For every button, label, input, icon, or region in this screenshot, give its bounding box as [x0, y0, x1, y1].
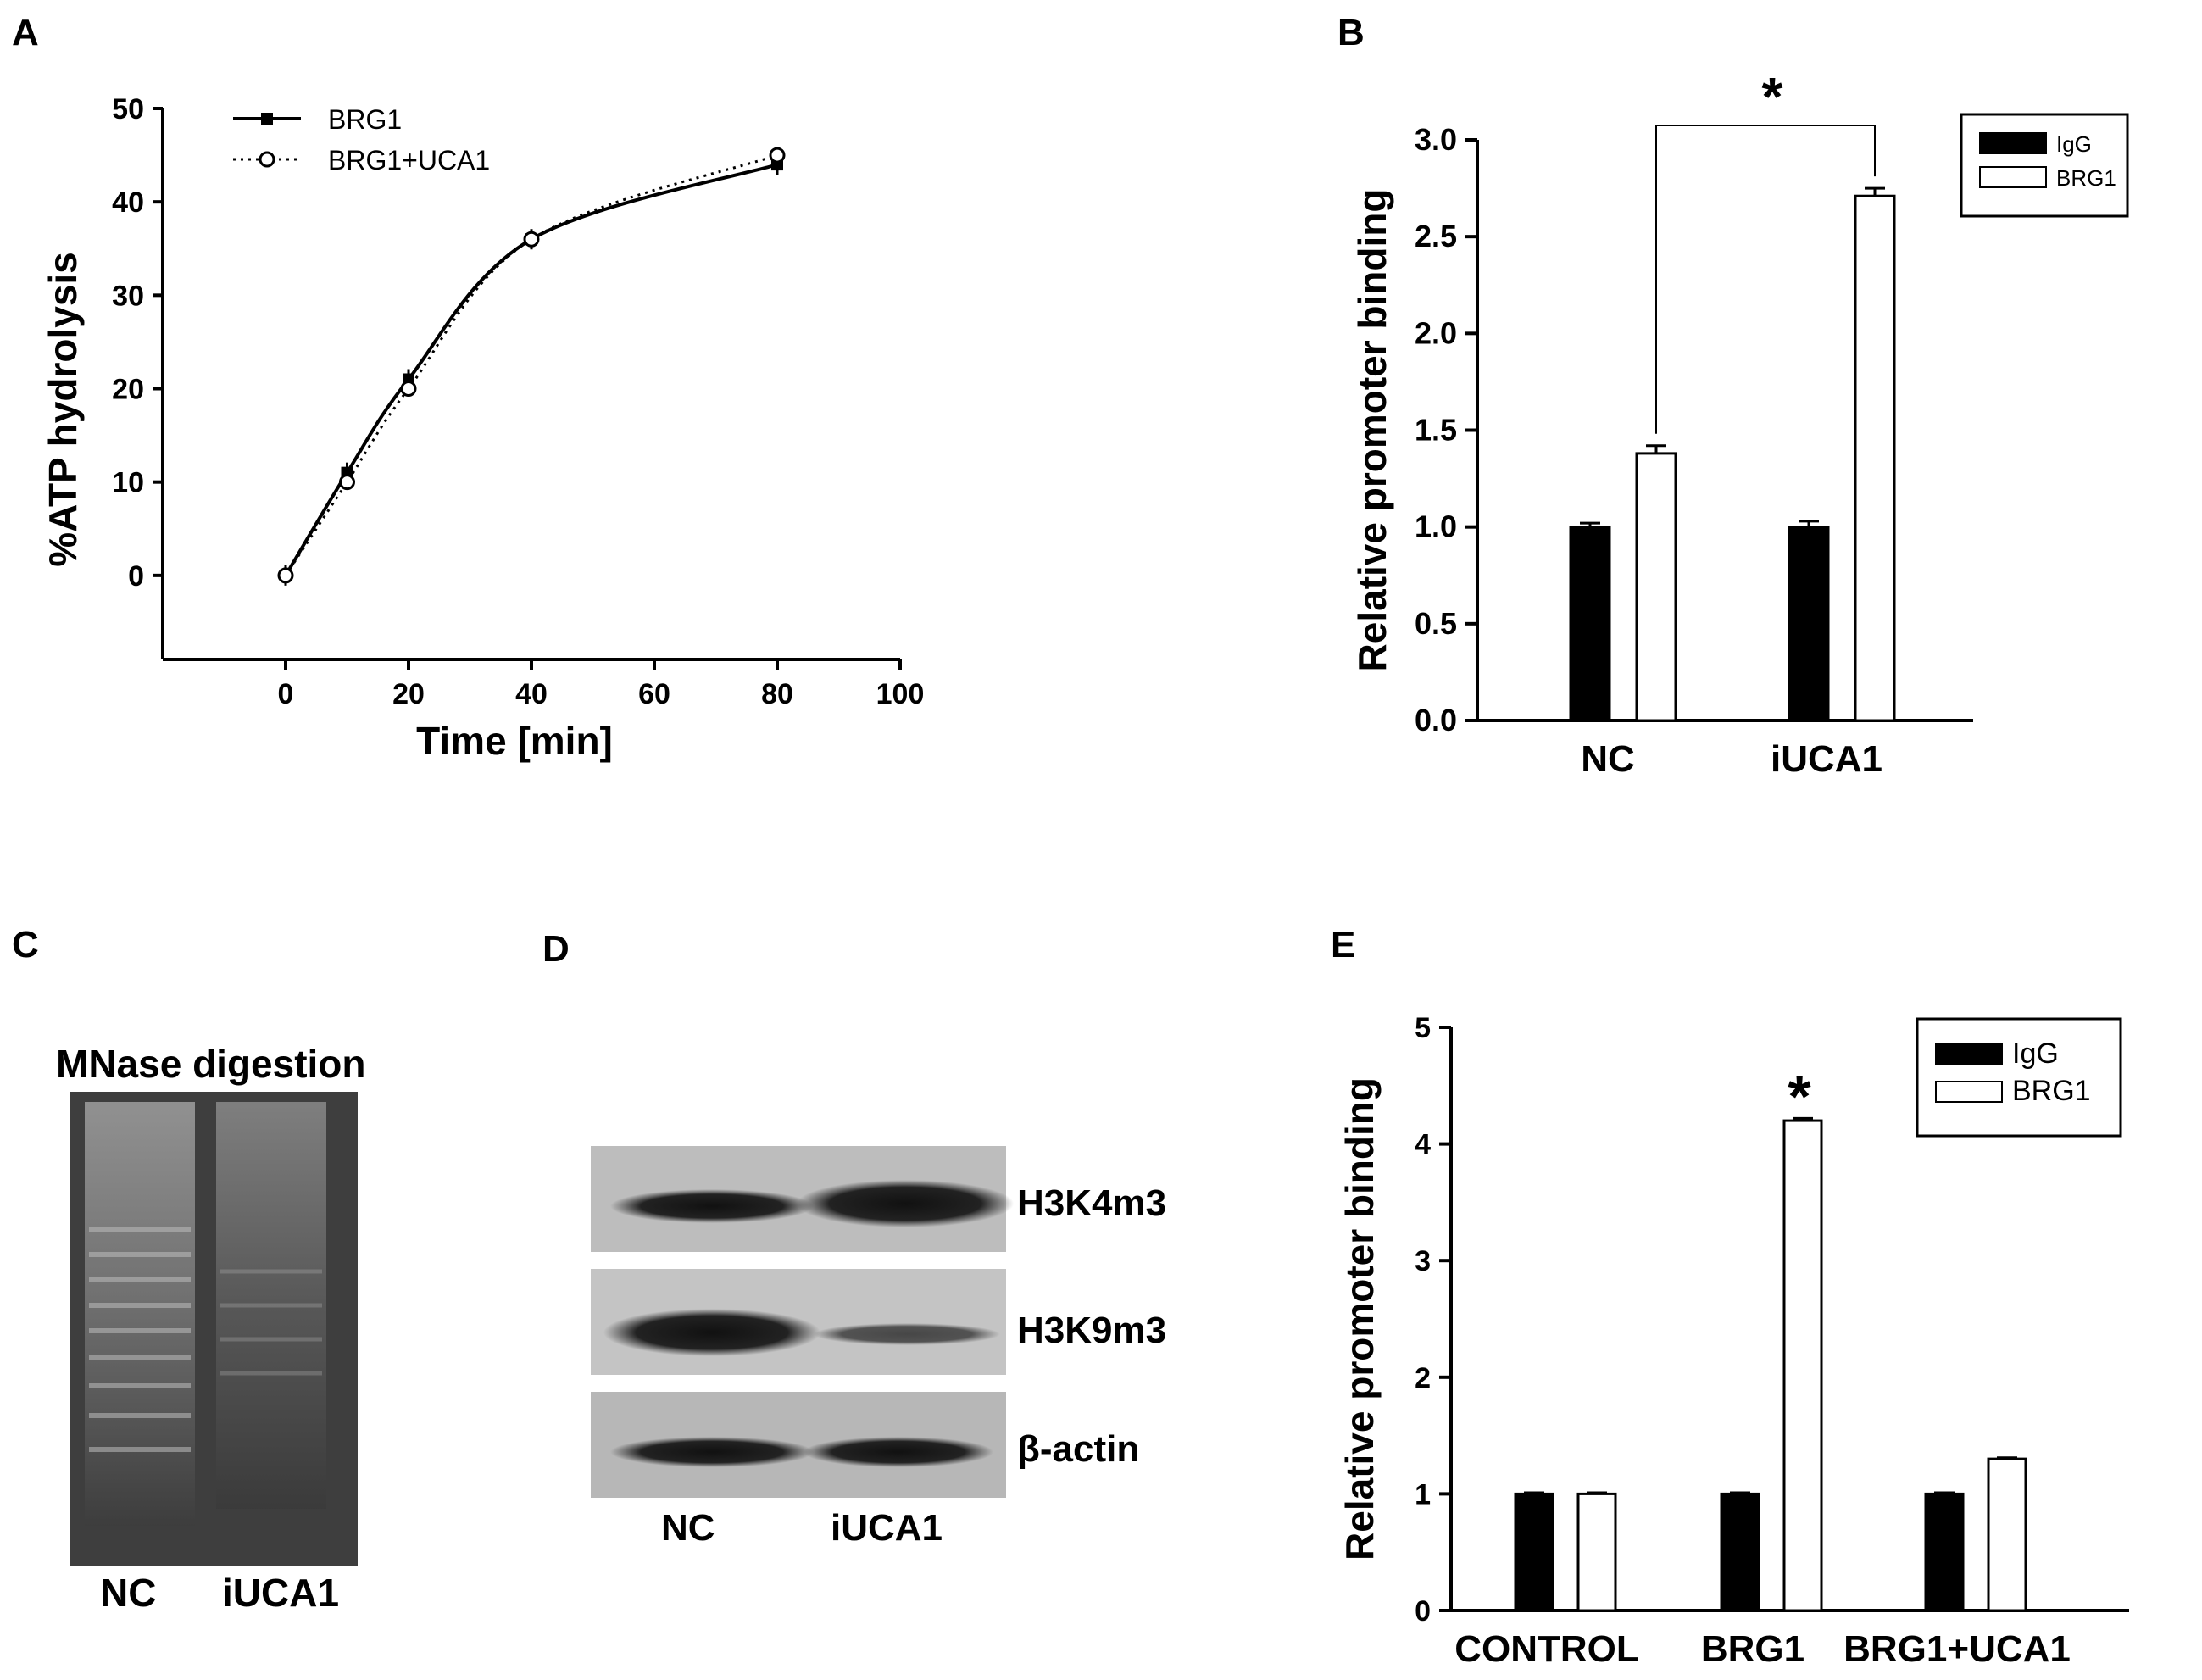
blot-lane-label-nc: NC — [661, 1507, 715, 1549]
chart-a-y-tick-label: 30 — [112, 280, 144, 312]
chart-e-y-tick-label: 5 — [1415, 1012, 1431, 1044]
blot-label-h3k4m3: H3K4m3 — [1017, 1182, 1167, 1224]
chart-e-bar-igg — [1514, 1492, 1554, 1612]
chart-a-point-brg1-uca1 — [769, 147, 786, 164]
chart-b-legend-label-igg: IgG — [2056, 131, 2092, 157]
chart-a-x-tick-label: 40 — [515, 678, 548, 710]
chart-a-point-brg1-uca1 — [523, 231, 540, 248]
chart-b-y-tick-label: 1.0 — [1415, 509, 1457, 544]
chart-a-x-tick-label: 100 — [876, 678, 925, 710]
chart-a-legend-label-brg1: BRG1 — [328, 104, 402, 135]
chart-a-series-line-brg1 — [284, 163, 778, 576]
chart-b-legend-swatch-igg — [1979, 132, 2047, 154]
chart-e-y-axis-title: Relative promoter binding — [1337, 1077, 1382, 1560]
panel-letter-d: D — [542, 928, 570, 970]
chart-a-point-brg1-uca1 — [339, 474, 355, 491]
chart-b-y-tick-label: 0.5 — [1415, 606, 1457, 641]
panel-letter-e: E — [1331, 924, 1356, 965]
blot-label-beta-actin: β-actin — [1017, 1428, 1140, 1470]
chart-e-y-tick-label: 2 — [1415, 1362, 1431, 1394]
chart-a-legend-label-brg1-uca1: BRG1+UCA1 — [328, 145, 490, 175]
chart-e-legend-swatch-igg — [1935, 1043, 2003, 1065]
chart-b-legend-label-brg1: BRG1 — [2056, 165, 2116, 191]
chart-e-legend-box — [1916, 1017, 2122, 1138]
panel-letter-b: B — [1337, 12, 1365, 53]
chart-b-y-tick-label: 3.0 — [1415, 122, 1457, 157]
chart-a-legend-marker-brg1-uca1 — [259, 151, 275, 168]
chart-b-y-tick-label: 2.0 — [1415, 315, 1457, 350]
gel-lane-label-iuca1: iUCA1 — [222, 1571, 340, 1615]
chart-b-y-tick-label: 2.5 — [1415, 219, 1457, 253]
chart-a-y-tick-label: 50 — [112, 93, 144, 125]
chart-a-x-tick-label: 20 — [392, 678, 425, 710]
chart-b-y-axis-title: Relative promoter binding — [1350, 189, 1394, 672]
panel-letter-c: C — [12, 924, 39, 965]
chart-a-legend-marker-brg1 — [261, 113, 273, 125]
chart-e-y-tick-label: 0 — [1415, 1595, 1431, 1627]
chart-a-series-line-brg1-uca1 — [284, 153, 778, 576]
panel-letter-a: A — [12, 12, 39, 53]
chart-e-bar-igg — [1924, 1492, 1965, 1612]
chart-b-legend-swatch-brg1 — [1979, 166, 2047, 188]
chart-e-y-tick-label: 4 — [1415, 1129, 1431, 1161]
chart-e-x-category-label: BRG1 — [1701, 1628, 1804, 1670]
chart-e-y-tick-label: 1 — [1415, 1478, 1431, 1510]
gel-lane-label-nc: NC — [100, 1571, 157, 1615]
blot-label-h3k9m3: H3K9m3 — [1017, 1310, 1167, 1351]
chart-a-x-tick-label: 0 — [278, 678, 294, 710]
chart-e-x-category-label: BRG1+UCA1 — [1843, 1628, 2071, 1670]
chart-e-legend-label-igg: IgG — [2012, 1037, 2059, 1070]
chart-a-x-tick-label: 80 — [761, 678, 793, 710]
chart-e-y-tick-label: 3 — [1415, 1245, 1431, 1277]
chart-a-x-axis-title: Time [min] — [416, 719, 613, 763]
chart-b-x-category-label: NC — [1581, 738, 1635, 780]
chart-a-y-tick-label: 10 — [112, 467, 144, 499]
chart-a-y-tick-label: 0 — [128, 560, 144, 592]
chart-e-bar-brg1 — [1782, 1119, 1823, 1612]
chart-b-x-category-label: iUCA1 — [1771, 738, 1882, 780]
chart-a-point-brg1-uca1 — [400, 381, 417, 398]
chart-b-y-tick-label: 1.5 — [1415, 413, 1457, 448]
chart-e-bar-brg1 — [1576, 1492, 1617, 1612]
chart-b-legend-box — [1960, 113, 2129, 218]
chart-b-significance-bracket — [1655, 125, 1876, 434]
chart-a-y-tick-label: 20 — [112, 374, 144, 406]
chart-b-significance-star: * — [1762, 66, 1783, 127]
chart-a-y-tick-label: 40 — [112, 186, 144, 219]
chart-e-legend-label-brg1: BRG1 — [2012, 1075, 2091, 1107]
chart-a-point-brg1-uca1 — [277, 567, 294, 584]
chart-b-bar-igg — [1569, 526, 1611, 722]
blot-lane-label-iuca1: iUCA1 — [831, 1507, 943, 1549]
gel-c-title: MNase digestion — [56, 1042, 366, 1086]
chart-e-x-category-label: CONTROL — [1454, 1628, 1639, 1670]
chart-a-x-tick-label: 60 — [638, 678, 670, 710]
chart-b-bar-brg1 — [1854, 194, 1896, 722]
chart-b-bar-brg1 — [1635, 452, 1677, 722]
chart-e-significance-star: * — [1788, 1063, 1811, 1129]
chart-e-bar-brg1 — [1987, 1457, 2027, 1612]
chart-e-bar-igg — [1720, 1492, 1760, 1612]
chart-e-legend-swatch-brg1 — [1935, 1081, 2003, 1103]
chart-a-y-axis-title: %ATP hydrolysis — [41, 252, 85, 567]
chart-b-y-tick-label: 0.0 — [1415, 703, 1457, 737]
